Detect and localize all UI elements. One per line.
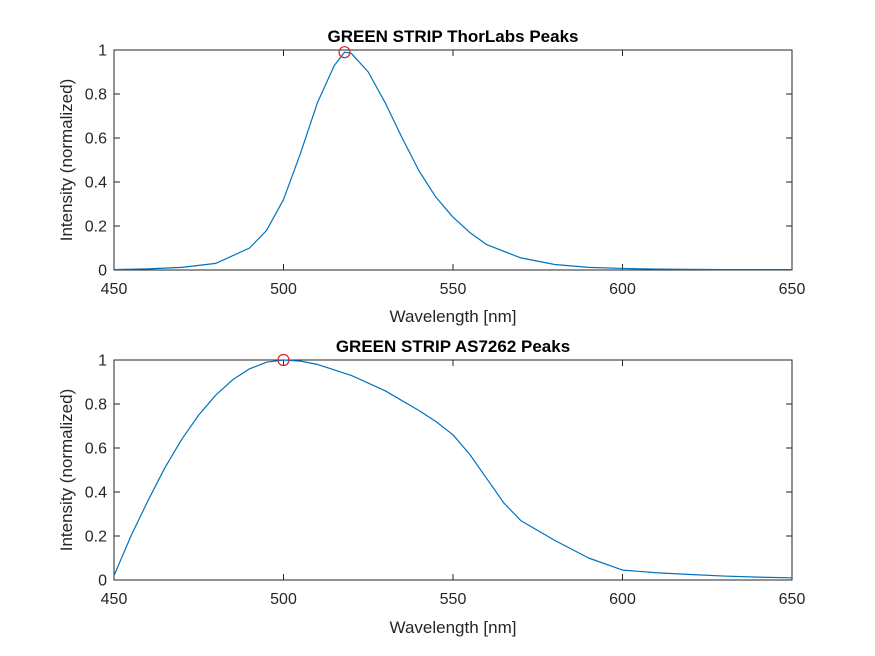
y-axis-label: Intensity (normalized) [57,389,76,552]
axes-box [113,49,793,271]
series-line [113,51,792,271]
y-tick-labels: 0 0.2 0.4 0.6 0.8 1 [85,353,107,590]
y-tick-label: 0 [98,573,107,590]
x-tick-label: 650 [779,281,806,298]
x-tick-label: 450 [101,281,128,298]
y-tick-label: 0 [98,263,107,280]
x-tick-label: 550 [440,591,467,608]
y-tick-label: 0.6 [85,131,107,148]
x-tick-label: 550 [440,281,467,298]
plot-area [113,353,793,579]
peak-marker [277,353,290,367]
series-line [113,359,793,579]
x-tick-label: 650 [779,591,806,608]
y-tick-label: 0.2 [85,529,107,546]
y-tick-label: 0.6 [85,441,107,458]
axes-box [113,359,793,581]
y-tick-label: 1 [98,43,107,60]
subplot-as7262: GREEN STRIP AS7262 Peaks 450 500 550 600… [57,337,805,637]
chart-title: GREEN STRIP AS7262 Peaks [336,337,570,356]
y-tick-labels: 0 0.2 0.4 0.6 0.8 1 [85,43,107,280]
x-tick-label: 500 [270,281,297,298]
y-tick-label: 1 [98,353,107,370]
x-tick-label: 600 [609,281,636,298]
plot-area [113,46,792,271]
tick-marks [113,359,793,581]
y-tick-label: 0.2 [85,219,107,236]
chart-title: GREEN STRIP ThorLabs Peaks [328,27,579,46]
x-tick-label: 500 [270,591,297,608]
y-axis-label: Intensity (normalized) [57,79,76,242]
x-tick-labels: 450 500 550 600 650 [101,281,806,298]
peak-marker [338,46,351,59]
x-tick-label: 450 [101,591,128,608]
y-tick-label: 0.8 [85,87,107,104]
x-axis-label: Wavelength [nm] [390,618,517,637]
x-axis-label: Wavelength [nm] [390,307,517,326]
y-tick-label: 0.4 [85,485,107,502]
y-tick-label: 0.4 [85,175,107,192]
x-tick-labels: 450 500 550 600 650 [101,591,806,608]
y-tick-label: 0.8 [85,397,107,414]
subplot-thorlabs: GREEN STRIP ThorLabs Peaks 450 500 550 6… [57,27,805,326]
x-tick-label: 600 [609,591,636,608]
